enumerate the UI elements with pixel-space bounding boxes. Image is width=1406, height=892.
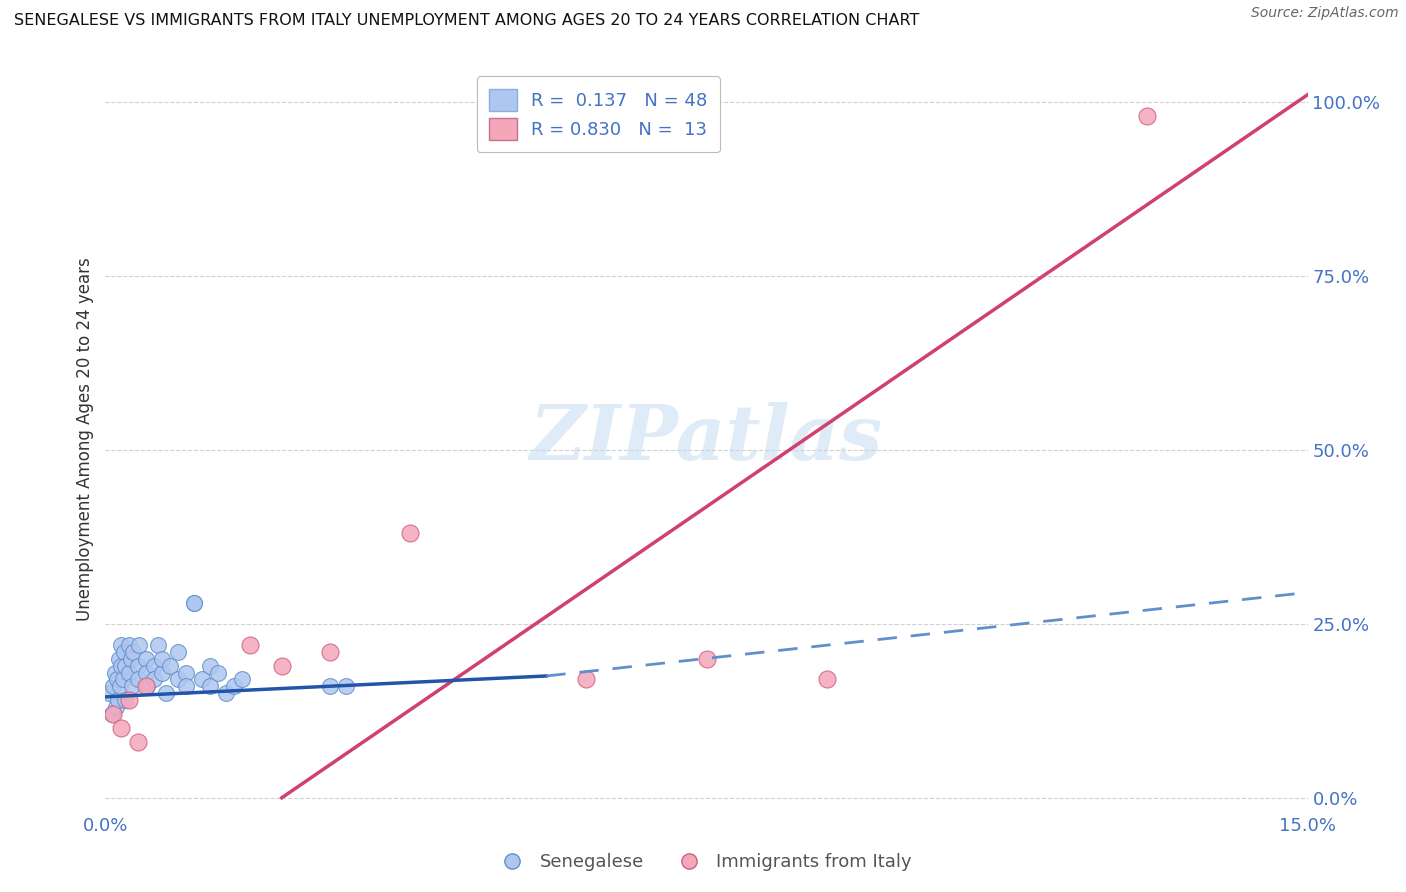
Point (118, 693, 141, 707)
Point (112, 645, 135, 659)
Point (118, 665, 141, 680)
Point (108, 680, 131, 694)
Text: SENEGALESE VS IMMIGRANTS FROM ITALY UNEMPLOYMENT AMONG AGES 20 TO 24 YEARS CORRE: SENEGALESE VS IMMIGRANTS FROM ITALY UNEM… (14, 13, 920, 29)
Point (110, 638, 132, 652)
Point (270, 658, 292, 673)
Point (335, 680, 357, 694)
Point (198, 680, 221, 694)
Y-axis label: Unemployment Among Ages 20 to 24 years: Unemployment Among Ages 20 to 24 years (76, 258, 94, 621)
Point (319, 645, 342, 659)
Point (128, 638, 150, 652)
Point (114, 693, 136, 707)
Point (108, 651, 131, 665)
Point (135, 665, 157, 680)
Point (166, 673, 188, 687)
Point (110, 721, 132, 735)
Point (142, 658, 165, 673)
Point (136, 680, 159, 694)
Point (696, 651, 718, 665)
Point (575, 673, 598, 687)
Point (207, 665, 229, 680)
Point (222, 680, 245, 694)
Point (120, 651, 142, 665)
Point (135, 651, 157, 665)
Point (190, 673, 212, 687)
Point (174, 665, 197, 680)
Legend: Senegalese, Immigrants from Italy: Senegalese, Immigrants from Italy (486, 847, 920, 879)
Point (155, 686, 177, 700)
Point (214, 686, 236, 700)
Point (150, 665, 173, 680)
Point (183, 596, 205, 610)
Point (101, 707, 124, 722)
Point (103, 680, 125, 694)
Point (815, 673, 838, 687)
Point (135, 680, 157, 694)
Point (198, 658, 221, 673)
Point (107, 693, 129, 707)
Point (319, 680, 342, 694)
Point (127, 673, 149, 687)
Point (399, 526, 422, 541)
Point (150, 651, 173, 665)
Point (183, 596, 205, 610)
Point (127, 658, 149, 673)
Point (112, 673, 135, 687)
Point (146, 638, 169, 652)
Point (122, 645, 145, 659)
Point (121, 680, 143, 694)
Legend: R =  0.137   N = 48, R = 0.830   N =  13: R = 0.137 N = 48, R = 0.830 N = 13 (477, 76, 720, 153)
Point (159, 658, 181, 673)
Point (118, 638, 141, 652)
Point (107, 673, 129, 687)
Point (98, 686, 121, 700)
Point (104, 700, 127, 714)
Point (103, 707, 125, 722)
Text: Source: ZipAtlas.com: Source: ZipAtlas.com (1251, 6, 1399, 21)
Point (1136, 109, 1159, 123)
Text: ZIPatlas: ZIPatlas (530, 402, 883, 476)
Point (174, 680, 197, 694)
Point (166, 645, 188, 659)
Point (239, 638, 262, 652)
Point (114, 658, 136, 673)
Point (142, 673, 165, 687)
Point (104, 665, 127, 680)
Point (110, 658, 132, 673)
Point (127, 735, 149, 749)
Point (231, 673, 253, 687)
